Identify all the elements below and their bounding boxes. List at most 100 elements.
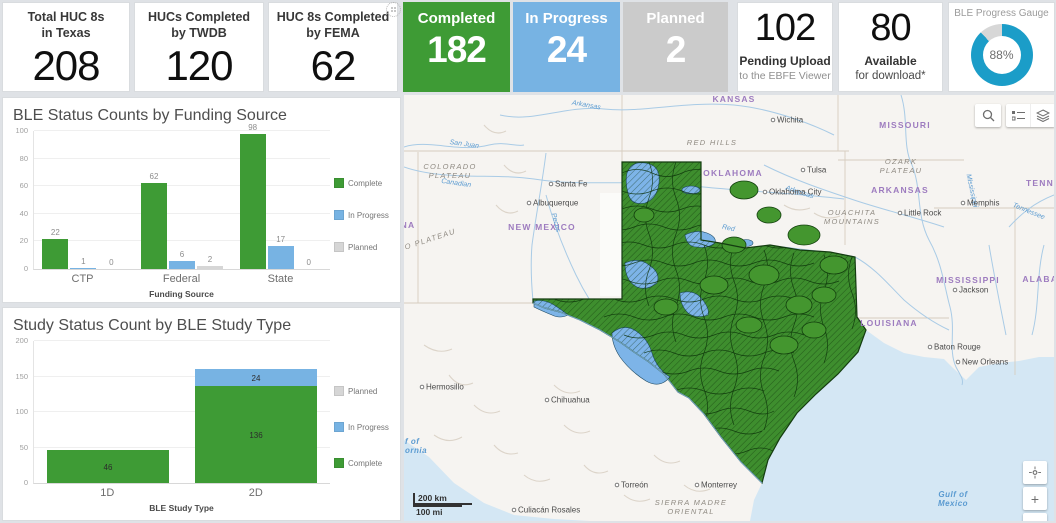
chart-legend: Planned In Progress Complete <box>330 341 396 513</box>
scalebar-mi-label: 100 mi <box>416 507 443 517</box>
card-title-line2: in Texas <box>41 26 91 41</box>
city-marker <box>511 507 517 513</box>
bar <box>267 245 294 269</box>
map-canvas[interactable]: KANSAS MISSOURI OKLAHOMA ARKANSAS NEW MEXICO… <box>404 95 1054 521</box>
funding-source-chart-panel: BLE Status Counts by Funding Source 0 20 4… <box>2 97 401 303</box>
city-label: Torreón <box>621 481 648 490</box>
x-axis-title: BLE Study Type <box>149 503 214 513</box>
chart-category: 46 <box>34 341 182 483</box>
card-value: 80 <box>870 7 911 49</box>
element-menu-icon[interactable] <box>386 2 401 17</box>
card-subtitle: to the EBFE Viewer <box>739 70 831 82</box>
map-layers-button[interactable] <box>1030 104 1054 127</box>
plot-area: 22 1 0 62 6 2 98 17 0 <box>33 123 330 270</box>
city-label: Memphis <box>967 199 999 208</box>
scalebar-mi <box>413 505 462 507</box>
x-axis-categories: CTP Federal State <box>71 273 294 285</box>
stat-card-completed: Completed 182 <box>403 2 510 92</box>
state-label: ALABAMA <box>1022 274 1054 284</box>
map[interactable]: KANSAS MISSOURI OKLAHOMA ARKANSAS NEW MEXICO… <box>404 95 1054 521</box>
city-label: Jackson <box>959 286 988 295</box>
chart-category: 22 1 0 <box>34 131 133 269</box>
card-value: 120 <box>165 41 233 89</box>
chart-title: Study Status Count by BLE Study Type <box>13 317 292 334</box>
plus-icon: + <box>1030 490 1040 507</box>
legend-item: Complete <box>334 178 396 188</box>
chart-category: 98 17 0 <box>231 123 330 269</box>
city-marker <box>952 287 958 293</box>
card-title-line2: by TWDB <box>171 26 227 41</box>
city-label: Monterrey <box>701 481 737 490</box>
stat-card-planned: Planned 2 <box>623 2 728 92</box>
map-home-button[interactable] <box>1023 461 1047 484</box>
stat-card-available-download: 80 Available for download* <box>838 2 943 92</box>
map-search-button[interactable] <box>975 104 1001 127</box>
physiographic-label: OUACHITA MOUNTAINS <box>824 208 880 226</box>
city-marker <box>897 210 903 216</box>
map-tool-group <box>1006 104 1054 127</box>
card-subtitle: for download* <box>855 70 926 82</box>
physiographic-label: COLORADO PLATEAU <box>423 162 476 180</box>
physiographic-label: SIERRA MADRE ORIENTAL <box>655 498 727 516</box>
water-label: f of ornia <box>405 437 427 455</box>
state-label: NEW MEXICO <box>508 222 576 232</box>
card-title: HUCs Completed <box>147 10 251 24</box>
stat-card-completed-fema: HUC 8s Completed by FEMA 62 <box>268 2 398 92</box>
city-label: Santa Fe <box>555 180 588 189</box>
bar-segment <box>195 369 317 387</box>
bar-segment <box>195 386 317 483</box>
x-axis-categories: 1D 2D <box>100 487 263 499</box>
gauge-value: 88% <box>989 48 1014 62</box>
y-axis: 0 50 100 150 200 <box>15 336 28 487</box>
complete-watersheds <box>633 180 849 355</box>
layers-icon <box>1036 109 1050 122</box>
bar <box>70 267 97 269</box>
city-label: Baton Rouge <box>934 343 981 352</box>
water-label: Gulf of Mexico <box>938 490 969 508</box>
stat-card-pending-upload: 102 Pending Upload to the EBFE Viewer <box>737 2 833 92</box>
gauge-title: BLE Progress Gauge <box>954 8 1049 19</box>
state-label: MISSISSIPPI <box>936 275 1000 285</box>
physiographic-label: OZARK PLATEAU <box>880 157 923 175</box>
card-title-line2: by FEMA <box>306 26 360 41</box>
legend-icon <box>1011 110 1025 120</box>
gulf-of-california <box>404 440 590 521</box>
city-label: Hermosillo <box>426 383 464 392</box>
state-label: TENN <box>1026 178 1054 188</box>
city-marker <box>800 167 806 173</box>
chart-category: 62 6 2 <box>133 131 232 269</box>
state-borders <box>404 95 1054 375</box>
y-axis: 0 20 40 60 80 100 <box>15 126 28 273</box>
bar <box>169 260 195 269</box>
city-marker <box>614 482 620 488</box>
state-label: MISSOURI <box>879 120 931 130</box>
card-value: 2 <box>665 29 687 70</box>
city-marker <box>548 181 554 187</box>
chart-legend: Complete In Progress Planned <box>330 131 396 299</box>
card-value: 102 <box>754 7 816 49</box>
map-zoom-in-button[interactable]: + <box>1023 487 1047 510</box>
city-marker <box>960 200 966 206</box>
stat-card-in-progress: In Progress 24 <box>513 2 620 92</box>
search-icon <box>982 109 994 122</box>
city-label: Wichita <box>777 116 804 125</box>
state-label: LOUISIANA <box>860 318 918 328</box>
river-label: Pecos <box>550 212 562 233</box>
scalebar-km: 200 km <box>413 493 472 505</box>
legend-item: Complete <box>334 458 396 468</box>
default-extent-icon <box>1029 466 1041 479</box>
city-label: Tulsa <box>807 166 827 175</box>
bar-segment <box>47 450 169 483</box>
state-label: OKLAHOMA <box>703 168 763 178</box>
map-zoom-out-button[interactable]: − <box>1023 513 1047 521</box>
city-marker <box>526 200 532 206</box>
map-legend-button[interactable] <box>1006 104 1030 127</box>
physiographic-label: RED HILLS <box>687 138 737 147</box>
bar <box>197 266 223 269</box>
city-label: New Orleans <box>962 358 1008 367</box>
card-value: 24 <box>546 29 587 70</box>
river-label: San Juan <box>449 139 479 150</box>
city-marker <box>419 384 425 390</box>
card-title: In Progress <box>525 10 608 27</box>
